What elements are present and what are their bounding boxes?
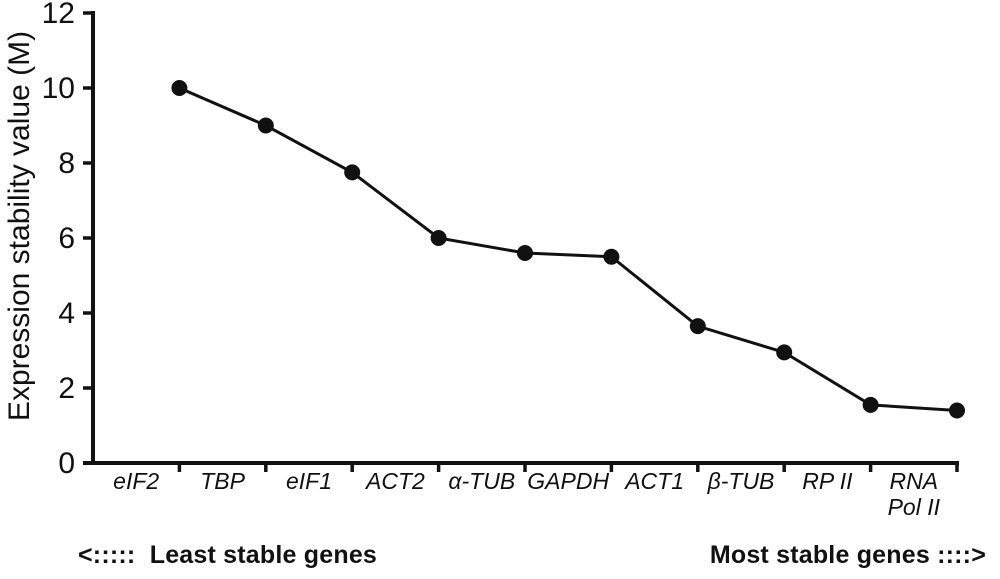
y-tick-label: 10 [42, 72, 75, 105]
x-tick-label: β-TUB [707, 468, 775, 494]
most-stable-genes-annotation: Most stable genes ::::> [709, 541, 986, 569]
y-tick-label: 12 [42, 0, 75, 30]
x-tick-label: eIF1 [286, 468, 332, 494]
chart-axes: 0 2 4 6 8 10 12 eIF2 TBP eIF1 ACT2 α-TUB GAPDH ACT1 β-… [42, 0, 959, 520]
data-point [257, 117, 274, 134]
x-tick-label: TBP [200, 468, 245, 494]
x-tick-label: α-TUB [448, 468, 515, 494]
y-tick-label: 0 [58, 447, 75, 480]
x-tick-label: eIF2 [113, 468, 159, 494]
data-point [689, 318, 706, 335]
series-line [177, 86, 959, 412]
data-point [430, 230, 447, 246]
y-axis-title: Expression stability value (M) [3, 31, 36, 421]
x-tick-label: RP II [802, 468, 853, 494]
x-tick-label: GAPDH [527, 468, 609, 494]
data-point [171, 80, 188, 96]
chart-series [171, 80, 965, 419]
x-tick-label: ACT1 [623, 468, 684, 494]
data-point [603, 248, 620, 265]
x-tick-label: Pol II [888, 494, 941, 520]
y-tick-label: 2 [58, 372, 75, 405]
least-stable-genes-annotation: <::::: Least stable genes [78, 541, 378, 569]
x-tick-label: ACT2 [364, 468, 425, 494]
y-tick-label: 8 [58, 147, 75, 180]
y-tick-label: 6 [58, 222, 75, 255]
y-tick-label: 4 [58, 297, 75, 330]
data-point [862, 396, 879, 413]
data-point [344, 164, 361, 181]
data-point [776, 344, 793, 361]
x-tick-label: RNA [890, 468, 939, 494]
data-point [517, 245, 533, 261]
data-point [949, 402, 965, 419]
